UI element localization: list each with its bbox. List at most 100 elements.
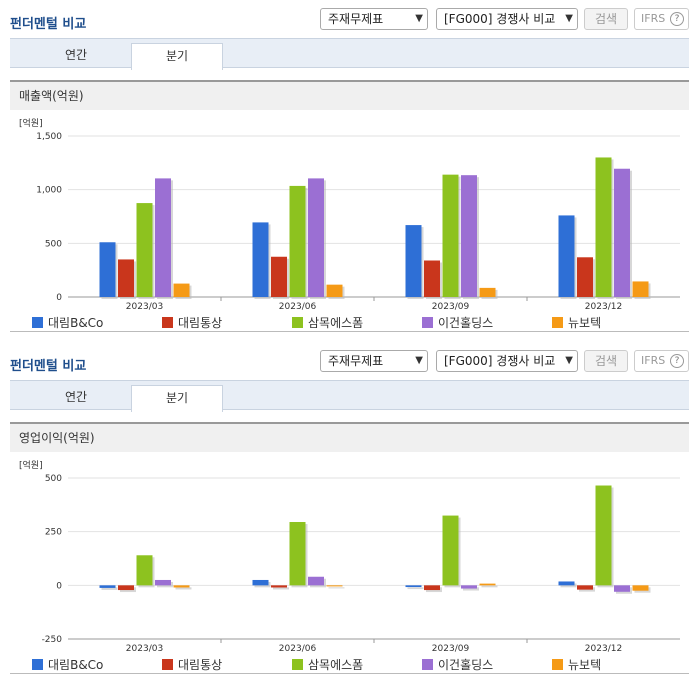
bar (442, 515, 459, 586)
ifrs-help-button[interactable]: IFRS? (634, 8, 689, 30)
bar (558, 581, 575, 586)
x-tick-label: 2023/03 (126, 302, 163, 310)
comparison-group-select[interactable]: [FG000] 경쟁사 비교 ▼ (436, 350, 578, 372)
y-tick-label: 1,000 (36, 186, 62, 196)
legend-swatch (422, 317, 433, 328)
legend-label: 대림통상 (178, 658, 223, 672)
bar (595, 485, 612, 586)
tab-annual[interactable]: 연간 (64, 48, 88, 62)
legend-item[interactable]: 대림통상 (162, 656, 222, 673)
legend-item[interactable]: 삼목에스폼 (292, 314, 363, 331)
bar (173, 283, 190, 297)
bar (271, 585, 287, 588)
legend-item[interactable]: 대림통상 (162, 314, 222, 331)
bar (558, 215, 575, 297)
bar (118, 259, 134, 297)
legend-item[interactable]: 대림B&Co (32, 314, 103, 331)
legend-label: 삼목에스폼 (308, 658, 364, 672)
bar-shadow (175, 587, 192, 590)
statement-type-value: 주재무제표 (328, 354, 384, 368)
bar (577, 257, 593, 297)
ifrs-label: IFRS (641, 12, 666, 25)
statement-type-select[interactable]: 주재무제표 ▼ (320, 8, 428, 30)
legend-item[interactable]: 뉴보텍 (552, 656, 601, 673)
search-button[interactable]: 검색 (584, 8, 628, 30)
y-tick-label: 0 (56, 581, 62, 591)
x-tick-label: 2023/09 (432, 644, 470, 652)
x-tick-label: 2023/03 (126, 644, 163, 652)
chart-legend: 대림B&Co 대림통상 삼목에스폼 이건홀딩스 뉴보텍 (10, 312, 689, 332)
legend-label: 이건홀딩스 (438, 316, 494, 330)
bar (118, 585, 134, 591)
ifrs-label: IFRS (641, 354, 666, 367)
bar (155, 178, 171, 297)
bar (289, 185, 306, 297)
x-tick-label: 2023/12 (585, 644, 622, 652)
comparison-group-value: [FG000] 경쟁사 비교 (444, 12, 556, 26)
legend-label: 이건홀딩스 (438, 658, 494, 672)
bar-shadow (101, 587, 118, 590)
bar (479, 583, 496, 586)
bar (136, 203, 153, 297)
legend-swatch (292, 659, 303, 670)
legend-swatch (32, 659, 43, 670)
bar-shadow (481, 585, 498, 588)
x-tick-label: 2023/06 (279, 644, 317, 652)
legend-item[interactable]: 이건홀딩스 (422, 656, 493, 673)
statement-type-value: 주재무제표 (328, 12, 384, 26)
legend-label: 뉴보텍 (568, 316, 602, 330)
x-tick-label: 2023/12 (585, 302, 622, 310)
bar (577, 585, 593, 590)
bar-shadow (273, 587, 289, 590)
y-tick-label: 500 (45, 239, 62, 249)
bar (326, 585, 343, 587)
bar-shadow (463, 587, 479, 591)
ifrs-help-button[interactable]: IFRS? (634, 350, 689, 372)
bar (405, 585, 422, 588)
bar (424, 585, 440, 591)
comparison-group-value: [FG000] 경쟁사 비교 (444, 354, 556, 368)
y-tick-label: 0 (56, 293, 62, 303)
y-tick-label: -250 (42, 635, 63, 645)
bar (99, 242, 116, 297)
tab-annual[interactable]: 연간 (64, 390, 88, 404)
legend-item[interactable]: 뉴보텍 (552, 314, 601, 331)
legend-swatch (552, 317, 563, 328)
legend-swatch (422, 659, 433, 670)
x-tick-label: 2023/06 (279, 302, 317, 310)
section-title: 펀더멘털 비교 (10, 359, 87, 374)
bar (155, 579, 171, 586)
bar (326, 284, 343, 297)
legend-item[interactable]: 대림B&Co (32, 656, 103, 673)
period-tabs: 연간 분기 (10, 38, 689, 70)
bar (461, 175, 477, 297)
bar (632, 585, 649, 591)
statement-type-select[interactable]: 주재무제표 ▼ (320, 350, 428, 372)
help-icon: ? (670, 354, 684, 368)
legend-item[interactable]: 이건홀딩스 (422, 314, 493, 331)
bar (252, 222, 269, 297)
legend-swatch (552, 659, 563, 670)
tab-quarterly[interactable]: 분기 (131, 385, 223, 412)
bar (308, 576, 324, 586)
tab-quarterly[interactable]: 분기 (131, 43, 223, 70)
legend-swatch (292, 317, 303, 328)
bar (614, 585, 630, 592)
fundamental-section-revenue: 펀더멘털 비교 주재무제표 ▼ [FG000] 경쟁사 비교 ▼ 검색 IFRS? … (10, 8, 689, 332)
bar (424, 260, 440, 297)
bar-shadow (328, 587, 345, 589)
chevron-down-icon: ▼ (415, 355, 423, 366)
panel-title: 영업이익(억원) (10, 422, 689, 452)
bar (289, 522, 306, 586)
chart-legend: 대림B&Co 대림통상 삼목에스폼 이건홀딩스 뉴보텍 (10, 654, 689, 674)
bar (479, 287, 496, 297)
x-tick-label: 2023/09 (432, 302, 470, 310)
legend-item[interactable]: 삼목에스폼 (292, 656, 363, 673)
bar (614, 168, 630, 297)
comparison-group-select[interactable]: [FG000] 경쟁사 비교 ▼ (436, 8, 578, 30)
search-button[interactable]: 검색 (584, 350, 628, 372)
bar (136, 555, 153, 586)
y-tick-label: 250 (45, 528, 62, 538)
y-unit-label: [억원] (19, 117, 43, 129)
legend-label: 대림B&Co (48, 658, 104, 672)
